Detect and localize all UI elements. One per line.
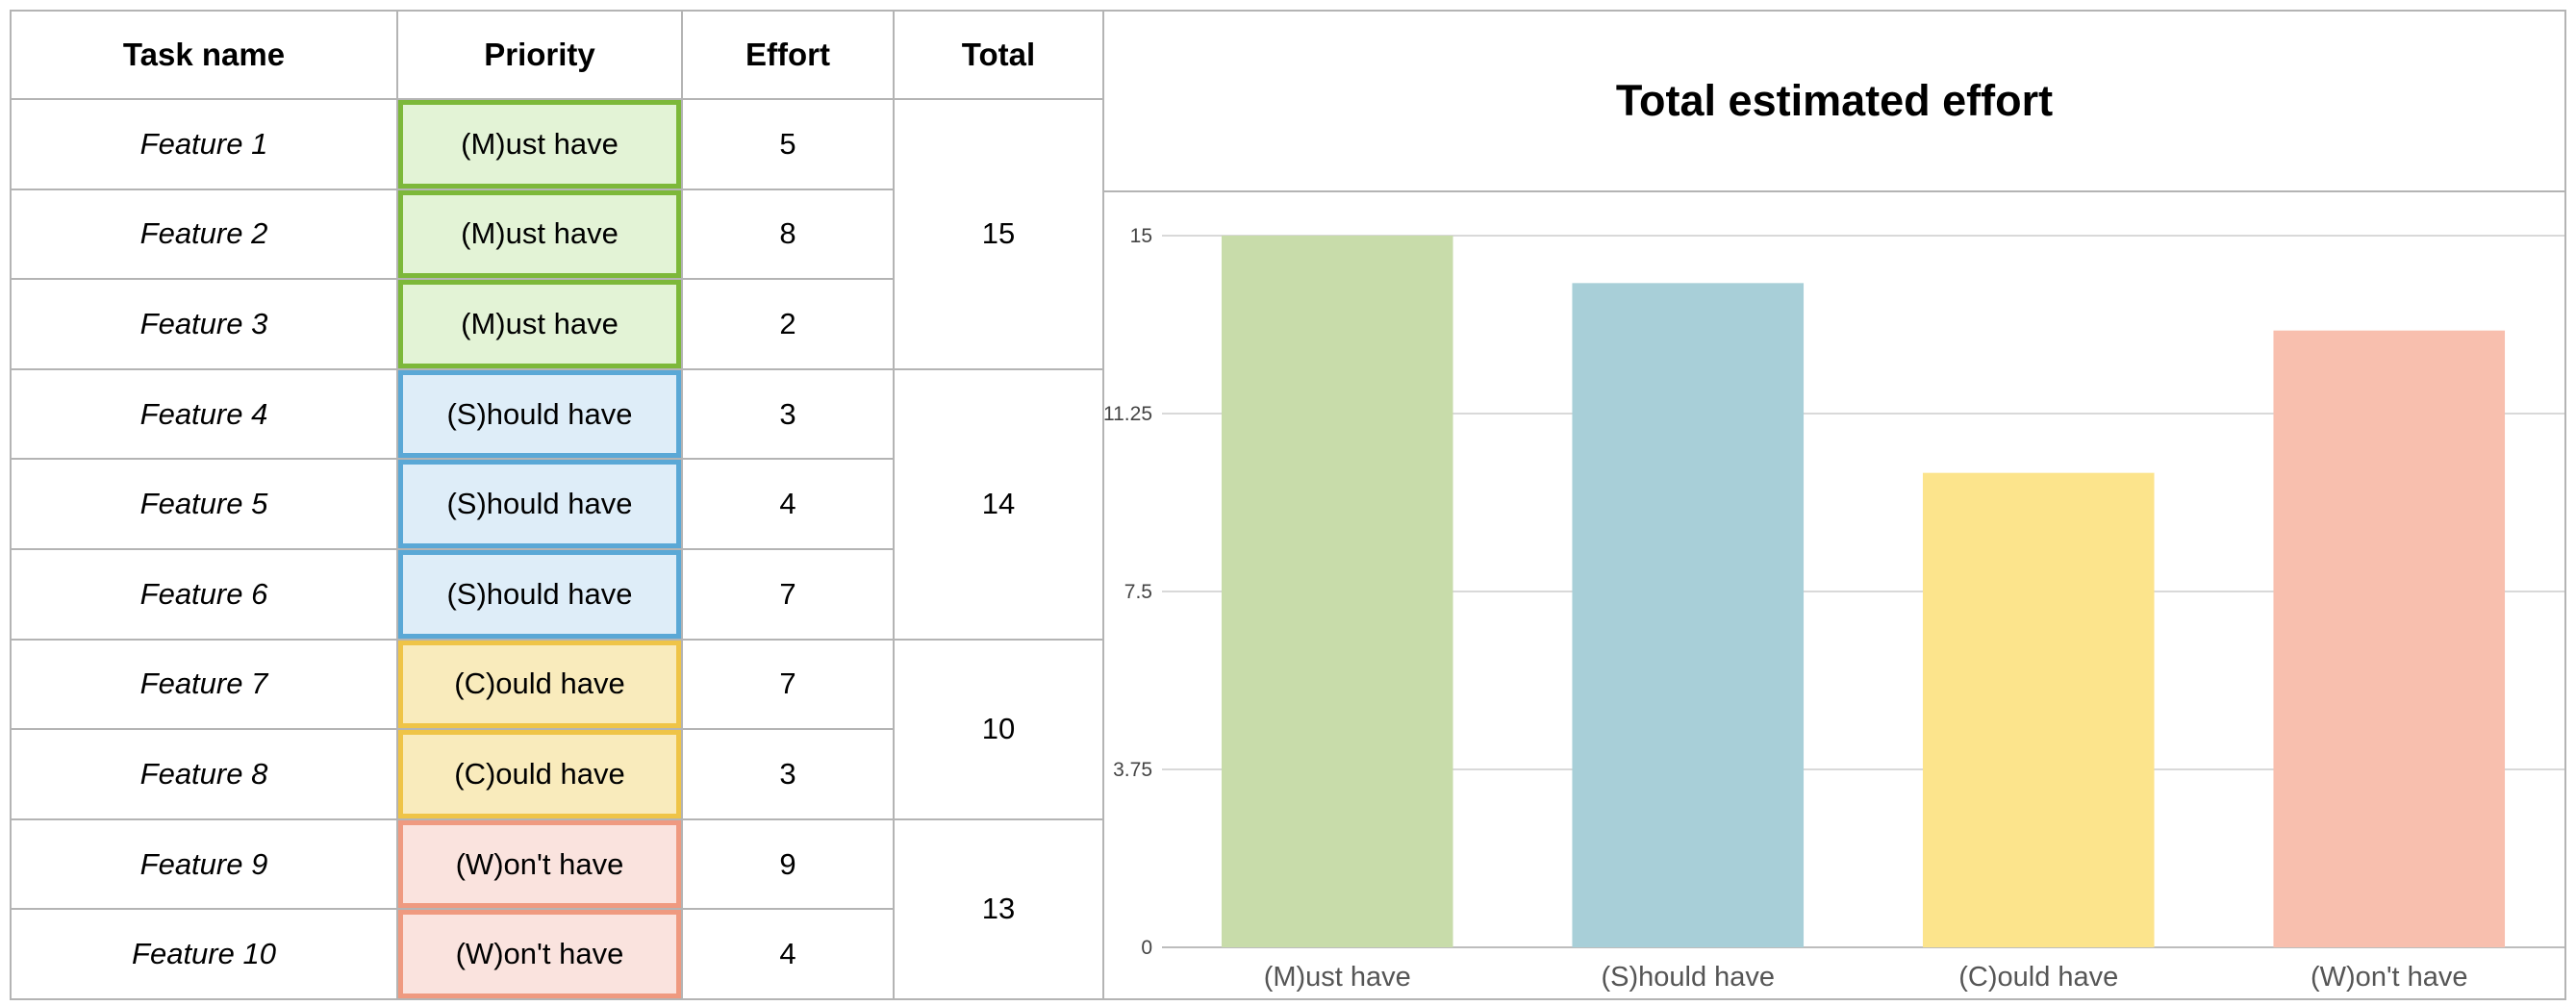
priority-cell[interactable]: (W)on't have [396, 908, 683, 1000]
x-tick-label: (S)hould have [1601, 962, 1775, 993]
priority-chip: (S)hould have [398, 460, 681, 548]
effort-cell[interactable]: 8 [681, 188, 895, 281]
total-cell-wont[interactable]: 13 [893, 817, 1104, 1001]
priority-chip: (M)ust have [398, 189, 681, 279]
task-name-cell[interactable]: Feature 9 [10, 817, 398, 911]
y-tick-label: 3.75 [1113, 759, 1152, 781]
priority-cell[interactable]: (W)on't have [396, 817, 683, 911]
task-name-cell[interactable]: Feature 7 [10, 638, 398, 731]
bar [1922, 472, 2155, 947]
total-cell-should[interactable]: 14 [893, 367, 1104, 641]
priority-chip: (C)ould have [398, 640, 681, 729]
y-tick-label: 15 [1130, 225, 1152, 247]
effort-cell[interactable]: 5 [681, 98, 895, 190]
table-row: Feature 4 (S)hould have 3 14 [10, 367, 1104, 641]
effort-cell[interactable]: 9 [681, 817, 895, 911]
task-name-cell[interactable]: Feature 5 [10, 458, 398, 550]
effort-cell[interactable]: 3 [681, 728, 895, 820]
task-name-cell[interactable]: Feature 10 [10, 908, 398, 1000]
total-cell-could[interactable]: 10 [893, 638, 1104, 820]
bar [1221, 236, 1453, 947]
priority-cell[interactable]: (M)ust have [396, 98, 683, 190]
table-row: Feature 3 (M)ust have 2 [10, 278, 1103, 370]
bar [1572, 283, 1805, 947]
y-tick-label: 11.25 [1104, 403, 1152, 425]
priority-chip: (S)hould have [398, 549, 681, 639]
table-row: Feature 1 (M)ust have 5 15 [10, 98, 1104, 370]
priority-chip: (C)ould have [398, 730, 681, 818]
task-name-cell[interactable]: Feature 1 [10, 98, 398, 190]
x-tick-label: (W)on't have [2311, 962, 2467, 993]
priority-chip: (W)on't have [398, 910, 681, 998]
header-effort: Effort [681, 10, 895, 100]
task-table: Task name Priority Effort Total Feature … [10, 10, 1104, 1001]
table-row: Feature 5 (S)hould have 4 [10, 458, 1103, 550]
effort-cell[interactable]: 7 [681, 638, 895, 731]
priority-chip: (W)on't have [398, 819, 681, 909]
priority-chip: (M)ust have [398, 100, 681, 189]
priority-chip: (S)hould have [398, 369, 681, 459]
task-name-cell[interactable]: Feature 8 [10, 728, 398, 820]
priority-cell[interactable]: (S)hould have [396, 367, 683, 461]
priority-cell[interactable]: (S)hould have [396, 458, 683, 550]
header-task-name: Task name [10, 10, 398, 100]
priority-cell[interactable]: (C)ould have [396, 728, 683, 820]
chart-panel[interactable]: Total estimated effort 0 3.75 7.5 11.25 15 (M… [1102, 10, 2566, 1000]
table-row: Feature 7 (C)ould have 7 10 [10, 638, 1104, 820]
bar-chart: 0 3.75 7.5 11.25 15 (M)ust have (S)hould have (… [1104, 225, 2564, 993]
chart-title-bar: Total estimated effort [1104, 12, 2564, 192]
table-row: Feature 10 (W)on't have 4 [10, 908, 1103, 1000]
task-name-cell[interactable]: Feature 3 [10, 278, 398, 370]
table-row: Feature 8 (C)ould have 3 [10, 728, 1103, 820]
priority-cell[interactable]: (C)ould have [396, 638, 683, 731]
task-name-cell[interactable]: Feature 6 [10, 547, 398, 641]
table-row: Feature 2 (M)ust have 8 [10, 188, 1103, 281]
y-tick-label: 0 [1141, 937, 1152, 959]
priority-cell[interactable]: (S)hould have [396, 547, 683, 641]
effort-cell[interactable]: 3 [681, 367, 895, 461]
bar [2273, 330, 2506, 947]
priority-cell[interactable]: (M)ust have [396, 188, 683, 281]
y-tick-label: 7.5 [1124, 581, 1152, 603]
header-total: Total [893, 10, 1104, 100]
effort-cell[interactable]: 2 [681, 278, 895, 370]
effort-cell[interactable]: 4 [681, 458, 895, 550]
header-priority: Priority [396, 10, 683, 100]
chart-title: Total estimated effort [1615, 76, 2054, 125]
effort-cell[interactable]: 7 [681, 547, 895, 641]
task-name-cell[interactable]: Feature 2 [10, 188, 398, 281]
total-cell-must[interactable]: 15 [893, 98, 1104, 370]
effort-cell[interactable]: 4 [681, 908, 895, 1000]
x-tick-label: (C)ould have [1958, 962, 2118, 993]
table-row: Feature 6 (S)hould have 7 [10, 547, 1103, 641]
table-header-row: Task name Priority Effort Total [10, 10, 1104, 100]
x-tick-label: (M)ust have [1264, 962, 1411, 993]
table-row: Feature 9 (W)on't have 9 13 [10, 817, 1104, 1001]
task-name-cell[interactable]: Feature 4 [10, 367, 398, 461]
priority-cell[interactable]: (M)ust have [396, 278, 683, 370]
priority-chip: (M)ust have [398, 280, 681, 368]
